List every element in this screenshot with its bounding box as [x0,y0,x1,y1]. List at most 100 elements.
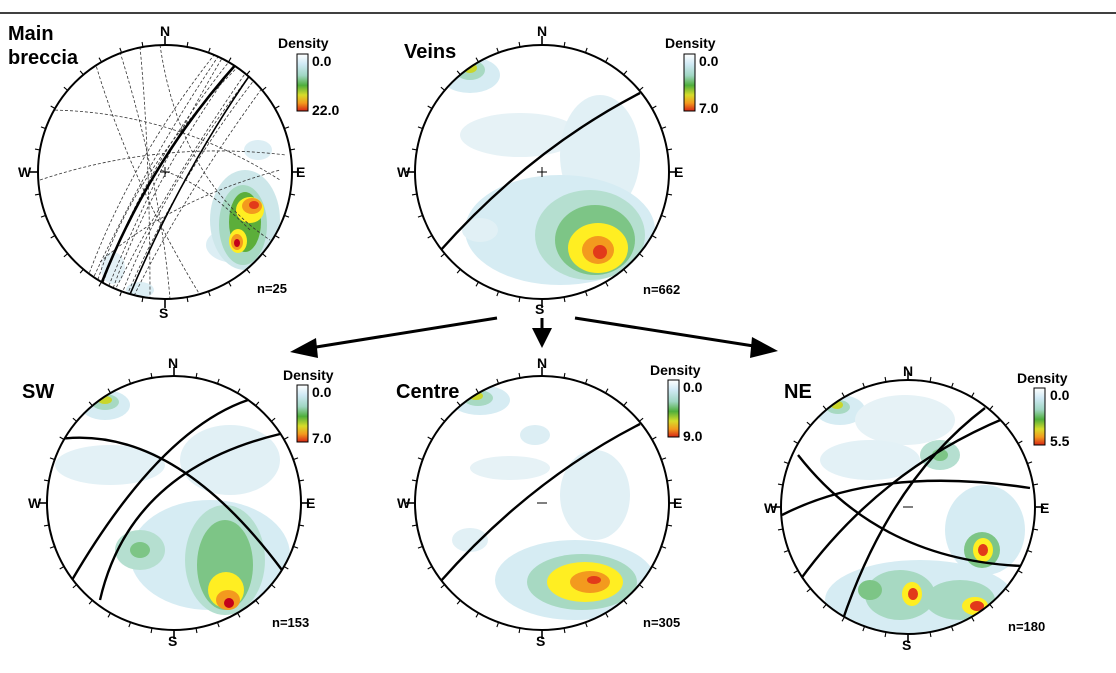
legend-max-main-breccia: 22.0 [312,102,339,118]
legend-colorbar-veins [683,53,696,112]
perimeter-tick [1004,421,1010,426]
perimeter-tick [623,268,628,274]
legend-min-veins: 0.0 [699,53,719,69]
perimeter-tick [1032,528,1039,531]
perimeter-tick [261,253,267,258]
perimeter-tick [929,631,932,638]
perimeter-tick [1017,440,1023,444]
perimeter-tick [605,57,609,63]
perimeter-tick [79,70,84,76]
panel-veins: Veins N S E W n=662 Density 0.0 [397,23,719,317]
count-label-main-breccia: n=25 [257,281,287,296]
perimeter-tick [34,148,41,151]
compass-s-sw: S [168,633,177,649]
perimeter-tick [884,631,887,638]
perimeter-tick [666,524,673,527]
perimeter-tick [427,105,433,109]
perimeter-tick [49,457,55,461]
compass-s-veins: S [535,301,544,317]
perimeter-tick [822,603,827,609]
legend-max-veins: 7.0 [699,100,719,116]
legend-min-centre: 0.0 [683,379,703,395]
perimeter-tick [638,253,644,258]
perimeter-tick [289,193,296,196]
perimeter-tick [427,235,433,239]
perimeter-tick [274,235,280,239]
perimeter-tick [496,378,500,384]
perimeter-tick [638,417,644,422]
perimeter-tick [186,41,189,48]
compass-n-veins: N [537,23,547,39]
perimeter-tick [584,47,588,53]
perimeter-tick [50,235,56,239]
arrowhead-sw [290,338,318,358]
perimeter-tick [417,545,423,549]
great-circle-main-breccia-bold [100,61,239,283]
compass-e-veins: E [674,164,683,180]
legend-max-sw: 7.0 [312,430,332,446]
perimeter-tick [43,479,50,482]
perimeter-tick [440,417,446,422]
legend-title-veins: Density [665,35,716,51]
perimeter-tick [440,584,446,589]
panel-title-main-line1: Main [8,23,54,45]
compass-n-centre: N [537,355,547,371]
compass-w-main-breccia: W [18,164,32,180]
perimeter-tick [605,612,609,618]
perimeter-tick [862,382,866,388]
compass-n-sw: N [168,355,178,371]
perimeter-tick [411,193,418,196]
perimeter-tick [661,214,667,218]
perimeter-tick [806,588,812,593]
perimeter-tick [841,616,845,622]
panel-sw: SW N S E W n=153 Densit [22,355,334,649]
perimeter-tick [496,291,500,297]
perimeter-tick [793,570,799,574]
perimeter-tick [128,378,132,384]
perimeter-tick [207,291,211,297]
arrow-to-sw [309,316,498,350]
perimeter-tick [971,392,975,398]
perimeter-tick [298,524,305,527]
perimeter-tick [107,612,111,618]
perimeter-tick [666,193,673,196]
legend-max-centre: 9.0 [683,428,703,444]
perimeter-tick [822,405,827,411]
perimeter-tick [584,291,588,297]
compass-n-main-breccia: N [160,23,170,39]
legend-title-ne: Density [1017,370,1068,386]
density-contours-ne [815,395,1025,634]
perimeter-tick [666,148,673,151]
perimeter-tick [638,584,644,589]
perimeter-tick [411,479,418,482]
perimeter-tick [661,545,667,549]
perimeter-tick [72,584,78,589]
perimeter-tick [88,599,93,605]
great-circle-veins [439,91,641,252]
perimeter-tick [950,626,954,632]
perimeter-tick [651,235,657,239]
count-label-ne: n=180 [1008,619,1045,634]
perimeter-tick [456,70,461,76]
perimeter-tick [289,148,296,151]
perimeter-tick [119,47,123,53]
perimeter-tick [216,378,220,384]
panel-title-sw: SW [22,381,54,403]
density-contours-sw [55,390,290,615]
perimeter-tick [651,105,657,109]
perimeter-tick [783,549,789,553]
legend-colorbar-main-breccia [296,53,309,112]
perimeter-tick [411,524,418,527]
perimeter-tick [274,105,280,109]
tick-marks-centre [406,367,678,639]
perimeter-tick [284,214,290,218]
compass-w-ne: W [764,500,778,516]
arrowhead-ne [750,337,778,358]
perimeter-tick [971,616,975,622]
perimeter-tick [228,281,232,287]
panel-title-ne: NE [784,381,812,403]
perimeter-tick [216,622,220,628]
perimeter-tick [475,57,479,63]
perimeter-tick [518,372,521,379]
legend-title-main-breccia: Density [278,35,329,51]
